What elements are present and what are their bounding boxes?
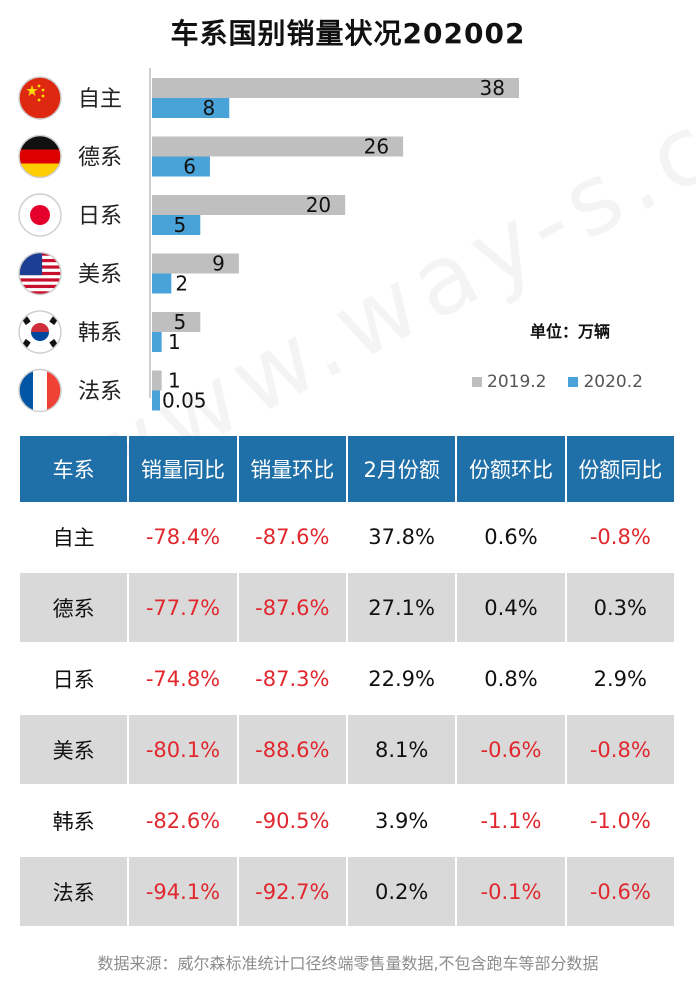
chart-title: 车系国别销量状况202002	[170, 17, 526, 50]
table-cell: -1.0%	[566, 786, 674, 857]
bar-2019.2	[152, 195, 346, 215]
table-cell: -80.1%	[129, 715, 237, 786]
table-cell: -0.6%	[457, 715, 565, 786]
table-cell: 0.4%	[457, 573, 565, 644]
table-cell: -82.6%	[129, 786, 237, 857]
bar-2019.2	[152, 370, 162, 391]
table-cell: -0.6%	[566, 857, 674, 928]
table-cell: 2.9%	[566, 644, 674, 715]
bar-2020.2	[152, 390, 160, 411]
data-label: 2	[175, 272, 188, 296]
source-footnote: 数据来源：威尔森标准统计口径终端零售量数据,不包含跑车等部分数据	[97, 954, 599, 973]
data-label: 9	[212, 252, 225, 276]
table-cell: -78.4%	[129, 502, 237, 573]
table-cell: -87.6%	[238, 573, 346, 644]
bar-2019.2	[152, 253, 239, 274]
table-cell: -0.8%	[566, 502, 674, 573]
table-row: 德系 -77.7% -87.6% 27.1% 0.4% 0.3%	[20, 573, 674, 644]
china-flag-icon	[18, 76, 62, 120]
table-cell: 22.9%	[347, 644, 456, 715]
row-label-cell: 自主	[20, 502, 128, 573]
table-row: 美系 -80.1% -88.6% 8.1% -0.6% -0.8%	[20, 715, 674, 786]
category-label: 美系	[78, 263, 122, 288]
legend-label-2019: 2019.2	[487, 372, 547, 392]
category-label: 自主	[78, 87, 122, 112]
data-label: 5	[174, 213, 187, 237]
data-table: 车系 销量同比 销量环比 2月份额 份额环比 份额同比 自主 -78.4% -87.…	[18, 436, 676, 928]
header-cell: 销量环比	[238, 436, 346, 502]
table-cell: 27.1%	[347, 573, 456, 644]
header-cell: 2月份额	[347, 436, 456, 502]
header-cell: 车系	[20, 436, 128, 502]
table-cell: -92.7%	[238, 857, 346, 928]
usa-flag-icon	[18, 251, 62, 296]
header-cell: 份额同比	[566, 436, 674, 502]
table-cell: -87.6%	[238, 502, 346, 573]
data-label: 8	[203, 96, 216, 120]
category-label: 韩系	[78, 321, 122, 346]
data-label: 0.05	[162, 389, 207, 413]
table-cell: -77.7%	[129, 573, 237, 644]
header-cell: 销量同比	[129, 436, 237, 502]
table-row: 韩系 -82.6% -90.5% 3.9% -1.1% -1.0%	[20, 786, 674, 857]
legend-swatch-2020	[568, 377, 579, 387]
data-label: 5	[174, 310, 187, 334]
table-row: 自主 -78.4% -87.6% 37.8% 0.6% -0.8%	[20, 502, 674, 573]
header-cell: 份额环比	[457, 436, 565, 502]
unit-label: 单位：万辆	[530, 322, 611, 341]
category-label: 法系	[78, 380, 122, 405]
category-label: 德系	[78, 146, 122, 171]
table-cell: -0.8%	[566, 715, 674, 786]
data-label: 1	[168, 369, 181, 393]
row-label-cell: 美系	[20, 715, 128, 786]
category-label: 日系	[78, 204, 122, 229]
bar-2019.2	[152, 78, 519, 98]
table-row: 日系 -74.8% -87.3% 22.9% 0.8% 2.9%	[20, 644, 674, 715]
chart-legend: 2019.2 2020.2	[472, 372, 643, 392]
table-cell: -88.6%	[238, 715, 346, 786]
data-label: 1	[168, 330, 181, 354]
bar-2019.2	[152, 136, 404, 157]
table-cell: -0.1%	[457, 857, 565, 928]
legend-item-2019: 2019.2	[472, 372, 546, 392]
japan-flag-icon	[18, 193, 62, 237]
bar-2020.2	[152, 332, 162, 352]
data-label: 6	[183, 155, 196, 179]
bar-2020.2	[152, 98, 230, 118]
france-flag-icon	[18, 368, 62, 413]
data-label: 38	[480, 76, 505, 100]
table-row: 法系 -94.1% -92.7% 0.2% -0.1% -0.6%	[20, 857, 674, 928]
korea-flag-icon	[18, 310, 62, 354]
table-cell: -90.5%	[238, 786, 346, 857]
table-cell: 0.6%	[457, 502, 565, 573]
bar-2020.2	[152, 273, 172, 294]
legend-item-2020: 2020.2	[568, 372, 643, 392]
row-label-cell: 法系	[20, 857, 128, 928]
row-label-cell: 韩系	[20, 786, 128, 857]
table-cell: -94.1%	[129, 857, 237, 928]
row-label-cell: 日系	[20, 644, 128, 715]
table-cell: -74.8%	[129, 644, 237, 715]
germany-flag-icon	[18, 134, 62, 179]
bar-2020.2	[152, 215, 201, 235]
table-cell: 0.8%	[457, 644, 565, 715]
table-cell: -1.1%	[457, 786, 565, 857]
legend-label-2020: 2020.2	[583, 372, 643, 392]
table-cell: 37.8%	[347, 502, 456, 573]
row-label-cell: 德系	[20, 573, 128, 644]
legend-swatch-2019	[472, 377, 482, 387]
bar-2019.2	[152, 312, 201, 332]
data-label: 26	[364, 135, 389, 159]
data-label: 20	[306, 193, 331, 217]
table-cell: -87.3%	[238, 644, 346, 715]
bar-2020.2	[152, 156, 210, 177]
table-cell: 3.9%	[347, 786, 456, 857]
table-cell: 8.1%	[347, 715, 456, 786]
table-header-row: 车系 销量同比 销量环比 2月份额 份额环比 份额同比	[20, 436, 674, 502]
table-cell: 0.3%	[566, 573, 674, 644]
table-cell: 0.2%	[347, 857, 456, 928]
